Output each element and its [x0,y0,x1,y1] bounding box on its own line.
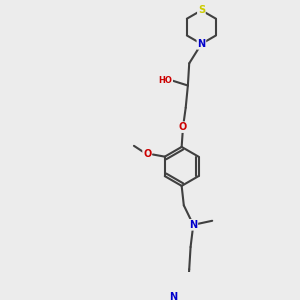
Text: S: S [198,5,205,15]
Text: O: O [143,149,151,160]
Text: N: N [197,39,206,49]
Text: HO: HO [158,76,172,85]
Text: N: N [169,292,177,300]
Text: N: N [189,220,197,230]
Text: O: O [179,122,187,132]
